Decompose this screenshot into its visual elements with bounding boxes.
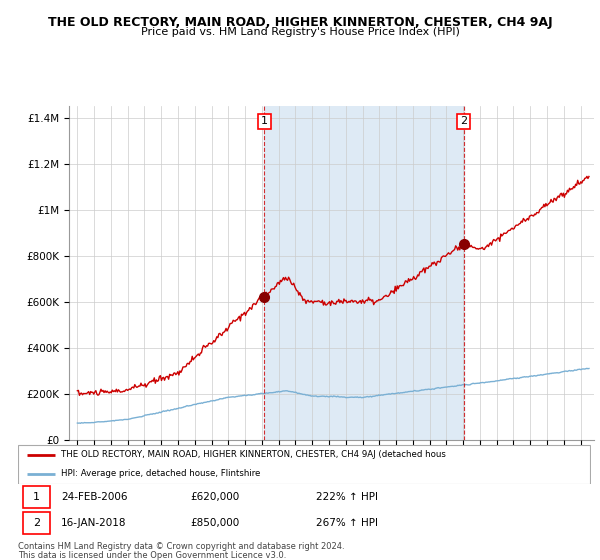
- Text: Contains HM Land Registry data © Crown copyright and database right 2024.: Contains HM Land Registry data © Crown c…: [18, 542, 344, 550]
- Text: HPI: Average price, detached house, Flintshire: HPI: Average price, detached house, Flin…: [61, 469, 260, 478]
- Text: 2: 2: [460, 116, 467, 127]
- FancyBboxPatch shape: [23, 486, 50, 508]
- FancyBboxPatch shape: [23, 512, 50, 534]
- Text: £850,000: £850,000: [190, 519, 239, 528]
- Text: 1: 1: [261, 116, 268, 127]
- Text: THE OLD RECTORY, MAIN ROAD, HIGHER KINNERTON, CHESTER, CH4 9AJ (detached hous: THE OLD RECTORY, MAIN ROAD, HIGHER KINNE…: [61, 450, 446, 459]
- Text: This data is licensed under the Open Government Licence v3.0.: This data is licensed under the Open Gov…: [18, 551, 286, 560]
- Text: 1: 1: [33, 492, 40, 502]
- Text: £620,000: £620,000: [190, 492, 239, 502]
- Text: 16-JAN-2018: 16-JAN-2018: [61, 519, 127, 528]
- Text: Price paid vs. HM Land Registry's House Price Index (HPI): Price paid vs. HM Land Registry's House …: [140, 27, 460, 37]
- Bar: [265, 106, 464, 440]
- Text: THE OLD RECTORY, MAIN ROAD, HIGHER KINNERTON, CHESTER, CH4 9AJ: THE OLD RECTORY, MAIN ROAD, HIGHER KINNE…: [47, 16, 553, 29]
- Text: 267% ↑ HPI: 267% ↑ HPI: [316, 519, 378, 528]
- Text: 24-FEB-2006: 24-FEB-2006: [61, 492, 127, 502]
- Text: 222% ↑ HPI: 222% ↑ HPI: [316, 492, 378, 502]
- Text: 2: 2: [33, 519, 40, 528]
- FancyBboxPatch shape: [18, 445, 590, 484]
